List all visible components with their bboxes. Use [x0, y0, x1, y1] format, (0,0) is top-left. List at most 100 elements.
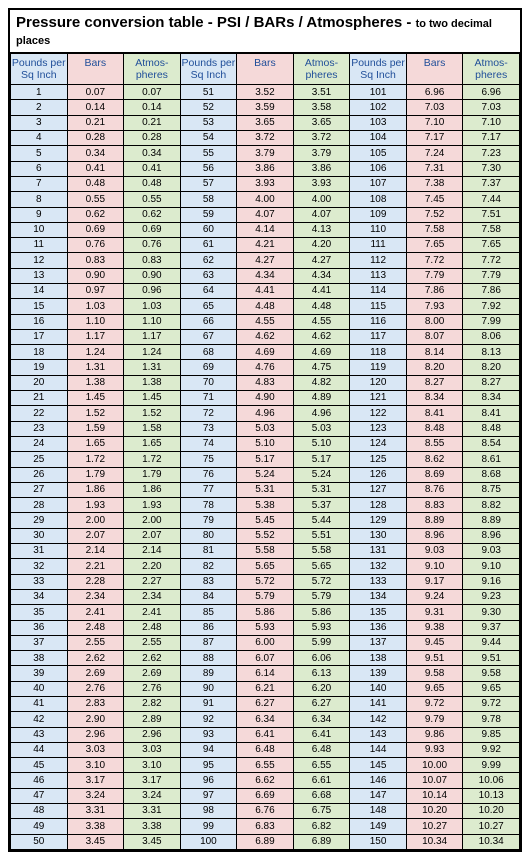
- table-row: 171.171.17674.624.621178.078.06: [11, 329, 520, 344]
- cell-atm: 2.62: [124, 651, 181, 666]
- cell-bar: 5.31: [237, 482, 294, 497]
- cell-atm: 9.85: [463, 727, 520, 742]
- cell-atm: 8.82: [463, 498, 520, 513]
- cell-psi: 35: [11, 605, 68, 620]
- cell-bar: 9.45: [406, 635, 463, 650]
- cell-atm: 4.82: [293, 375, 350, 390]
- cell-psi: 39: [11, 666, 68, 681]
- cell-psi: 78: [180, 498, 237, 513]
- cell-atm: 0.96: [124, 283, 181, 298]
- cell-psi: 52: [180, 100, 237, 115]
- cell-psi: 50: [11, 834, 68, 849]
- cell-psi: 139: [350, 666, 407, 681]
- cell-bar: 0.41: [67, 161, 124, 176]
- cell-bar: 4.48: [237, 299, 294, 314]
- cell-psi: 86: [180, 620, 237, 635]
- table-row: 342.342.34845.795.791349.249.23: [11, 589, 520, 604]
- cell-psi: 118: [350, 345, 407, 360]
- cell-bar: 7.65: [406, 238, 463, 253]
- cell-bar: 2.34: [67, 589, 124, 604]
- cell-psi: 93: [180, 727, 237, 742]
- cell-bar: 2.28: [67, 574, 124, 589]
- cell-bar: 4.14: [237, 222, 294, 237]
- cell-bar: 6.83: [237, 819, 294, 834]
- cell-psi: 26: [11, 467, 68, 482]
- cell-bar: 0.62: [67, 207, 124, 222]
- cell-psi: 67: [180, 329, 237, 344]
- cell-atm: 5.17: [293, 452, 350, 467]
- cell-psi: 105: [350, 146, 407, 161]
- cell-bar: 4.83: [237, 375, 294, 390]
- cell-psi: 64: [180, 283, 237, 298]
- cell-bar: 8.55: [406, 436, 463, 451]
- table-row: 191.311.31694.764.751198.208.20: [11, 360, 520, 375]
- cell-psi: 47: [11, 788, 68, 803]
- table-row: 503.453.451006.896.8915010.3410.34: [11, 834, 520, 849]
- cell-bar: 9.93: [406, 742, 463, 757]
- cell-atm: 0.62: [124, 207, 181, 222]
- cell-bar: 6.62: [237, 773, 294, 788]
- cell-bar: 3.45: [67, 834, 124, 849]
- cell-bar: 8.07: [406, 329, 463, 344]
- cell-atm: 0.90: [124, 268, 181, 283]
- cell-psi: 124: [350, 436, 407, 451]
- cell-bar: 9.51: [406, 651, 463, 666]
- cell-bar: 8.34: [406, 391, 463, 406]
- cell-atm: 9.78: [463, 712, 520, 727]
- cell-psi: 114: [350, 283, 407, 298]
- cell-atm: 9.65: [463, 681, 520, 696]
- table-row: 281.931.93785.385.371288.838.82: [11, 498, 520, 513]
- page-title: Pressure conversion table - PSI / BARs /…: [10, 10, 520, 53]
- cell-atm: 0.41: [124, 161, 181, 176]
- cell-bar: 3.38: [67, 819, 124, 834]
- cell-atm: 2.14: [124, 544, 181, 559]
- cell-bar: 1.86: [67, 482, 124, 497]
- cell-atm: 1.72: [124, 452, 181, 467]
- cell-atm: 0.14: [124, 100, 181, 115]
- cell-bar: 0.97: [67, 283, 124, 298]
- cell-psi: 80: [180, 528, 237, 543]
- cell-atm: 1.86: [124, 482, 181, 497]
- cell-psi: 56: [180, 161, 237, 176]
- cell-psi: 43: [11, 727, 68, 742]
- cell-psi: 123: [350, 421, 407, 436]
- cell-atm: 7.51: [463, 207, 520, 222]
- table-row: 332.282.27835.725.721339.179.16: [11, 574, 520, 589]
- cell-atm: 8.68: [463, 467, 520, 482]
- cell-atm: 3.93: [293, 176, 350, 191]
- table-row: 80.550.55584.004.001087.457.44: [11, 192, 520, 207]
- cell-psi: 19: [11, 360, 68, 375]
- table-row: 40.280.28543.723.721047.177.17: [11, 131, 520, 146]
- cell-atm: 2.07: [124, 528, 181, 543]
- cell-psi: 128: [350, 498, 407, 513]
- cell-atm: 8.61: [463, 452, 520, 467]
- cell-atm: 4.62: [293, 329, 350, 344]
- cell-psi: 141: [350, 697, 407, 712]
- cell-psi: 48: [11, 804, 68, 819]
- cell-atm: 0.07: [124, 85, 181, 100]
- table-row: 140.970.96644.414.411147.867.86: [11, 283, 520, 298]
- cell-atm: 4.48: [293, 299, 350, 314]
- cell-bar: 4.41: [237, 283, 294, 298]
- cell-psi: 24: [11, 436, 68, 451]
- cell-atm: 9.03: [463, 544, 520, 559]
- cell-psi: 132: [350, 559, 407, 574]
- cell-atm: 9.51: [463, 651, 520, 666]
- cell-bar: 8.89: [406, 513, 463, 528]
- cell-psi: 146: [350, 773, 407, 788]
- cell-bar: 1.59: [67, 421, 124, 436]
- cell-atm: 8.41: [463, 406, 520, 421]
- cell-psi: 111: [350, 238, 407, 253]
- cell-psi: 59: [180, 207, 237, 222]
- cell-bar: 6.27: [237, 697, 294, 712]
- cell-atm: 2.48: [124, 620, 181, 635]
- cell-atm: 4.69: [293, 345, 350, 360]
- cell-bar: 4.27: [237, 253, 294, 268]
- cell-bar: 8.83: [406, 498, 463, 513]
- cell-bar: 9.03: [406, 544, 463, 559]
- cell-bar: 2.48: [67, 620, 124, 635]
- cell-atm: 6.82: [293, 819, 350, 834]
- cell-bar: 7.24: [406, 146, 463, 161]
- table-row: 422.902.89926.346.341429.799.78: [11, 712, 520, 727]
- cell-psi: 38: [11, 651, 68, 666]
